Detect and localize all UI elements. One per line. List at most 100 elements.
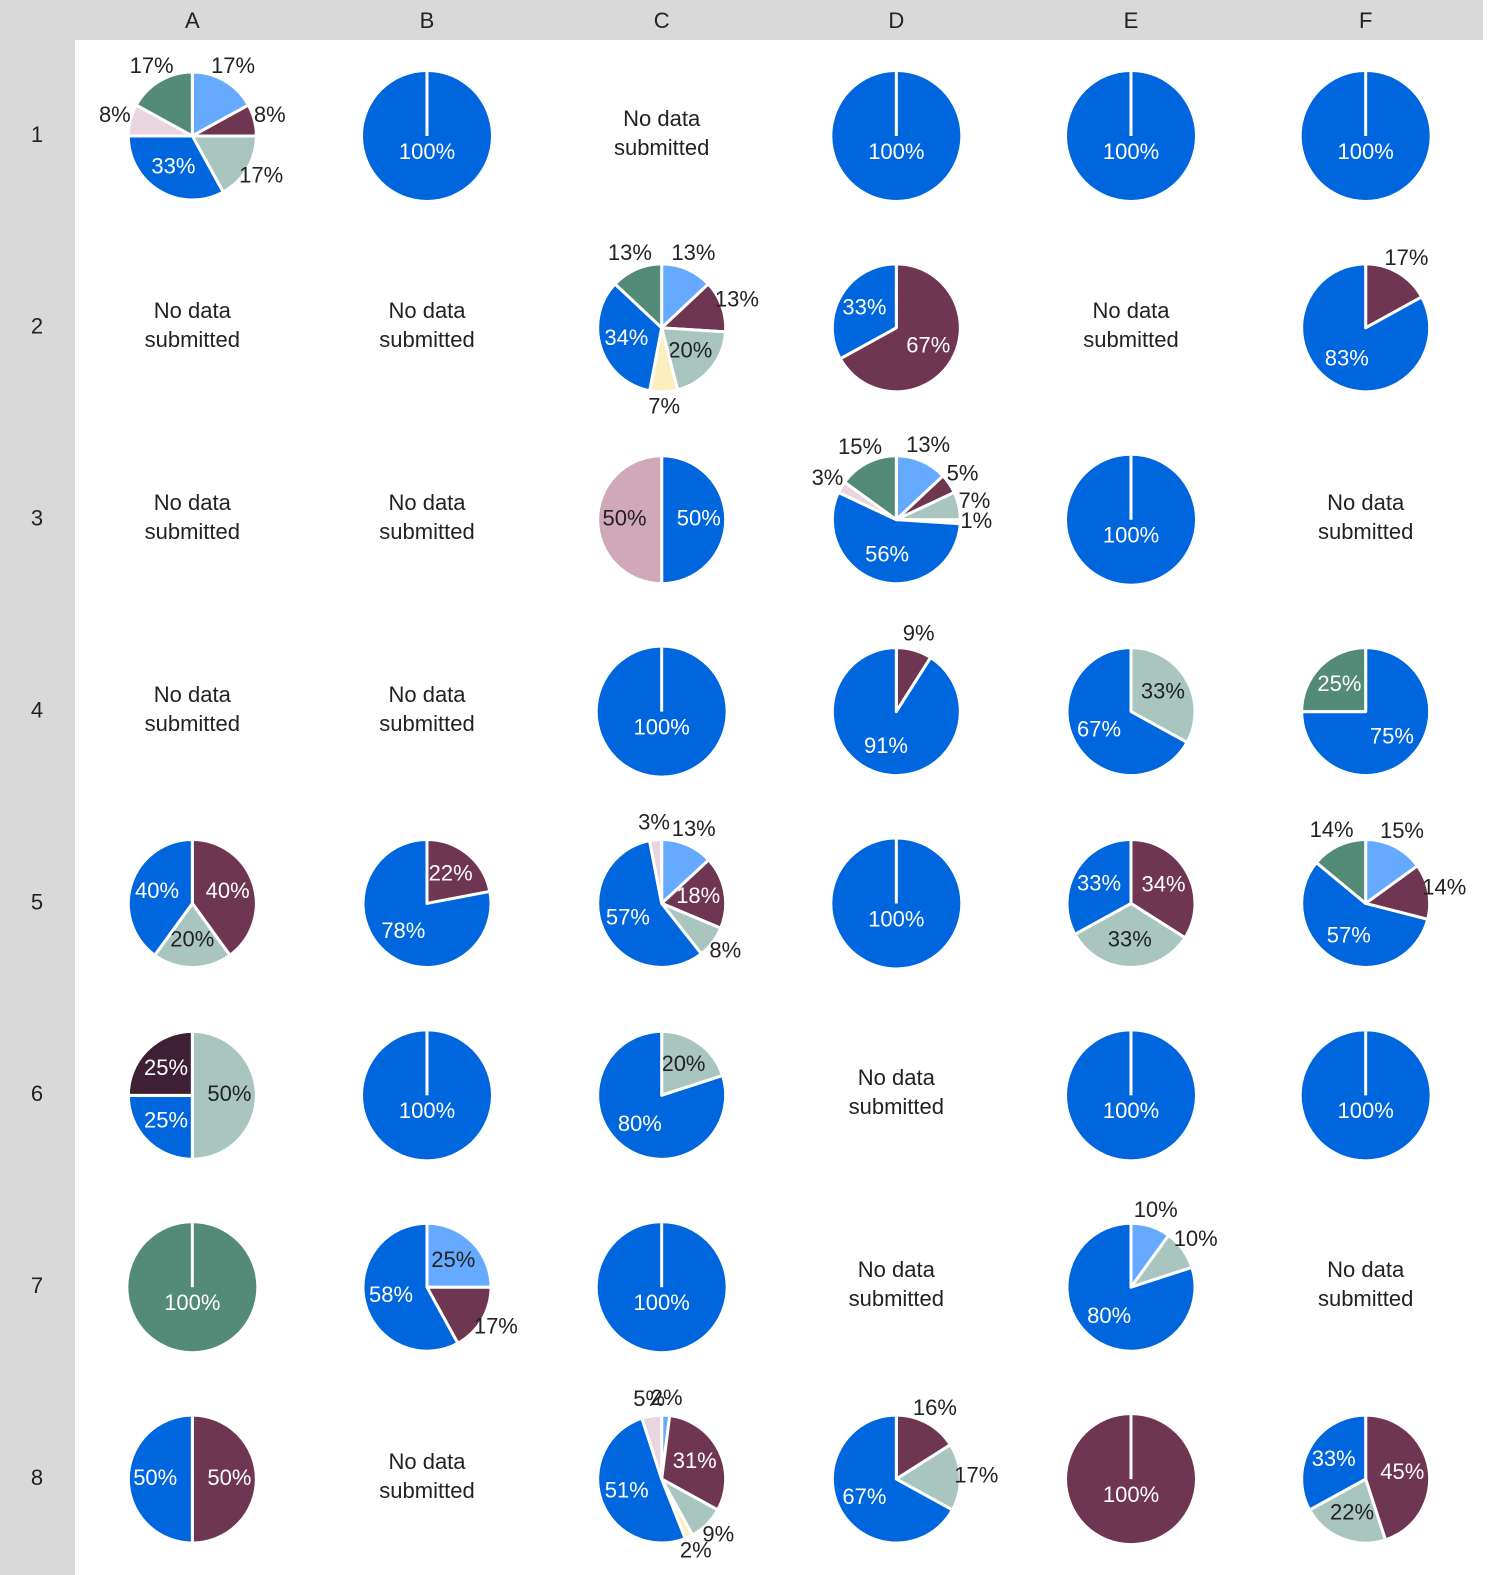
slice-label: 40% <box>206 878 250 903</box>
no-data-text: No data submitted <box>144 681 241 736</box>
pie-slice <box>660 454 728 586</box>
row-header: 7 <box>31 1273 43 1298</box>
slice-label: 33% <box>1141 678 1185 703</box>
column-header: E <box>1124 8 1139 33</box>
no-data-note: No data submitted <box>1318 1257 1413 1311</box>
no-data-note: No data submitted <box>144 297 241 352</box>
slice-label: 80% <box>618 1111 662 1136</box>
slice-label: 13% <box>672 816 716 841</box>
slice-label: 18% <box>676 883 720 908</box>
row-header: 6 <box>31 1081 43 1106</box>
no-data-text: No data submitted <box>379 297 475 352</box>
pie-slice <box>134 70 194 138</box>
slice-label: 17% <box>239 162 283 187</box>
slice-label: 33% <box>1077 870 1121 895</box>
slice-label: 3% <box>638 810 670 835</box>
column-header: A <box>185 8 200 33</box>
slice-label: 50% <box>207 1465 251 1490</box>
no-data-text: No data submitted <box>379 489 475 544</box>
slice-label: 17% <box>211 53 255 78</box>
pie-slice <box>425 837 492 905</box>
pie-slice <box>1300 1413 1368 1512</box>
slice-label: 9% <box>702 1521 734 1546</box>
no-data-note: No data submitted <box>379 297 475 352</box>
slice-label: 22% <box>1330 1499 1374 1524</box>
slice-label: 50% <box>207 1081 251 1106</box>
slice-label: 100% <box>1338 139 1394 164</box>
slice-label: 100% <box>164 1290 220 1315</box>
slice-label: 100% <box>1103 139 1159 164</box>
pie-slice <box>1065 1221 1197 1353</box>
no-data-note: No data submitted <box>379 489 475 544</box>
slice-label: 25% <box>144 1055 188 1080</box>
slice-label: 8% <box>254 102 286 127</box>
slice-label: 78% <box>381 918 425 943</box>
no-data-note: No data submitted <box>1318 490 1413 544</box>
slice-label: 67% <box>1077 716 1121 741</box>
no-data-note: No data submitted <box>379 1449 474 1503</box>
slice-label: 50% <box>603 506 647 531</box>
pie-slice <box>843 454 898 522</box>
no-data-note: No data submitted <box>379 681 475 736</box>
no-data-text: No data submitted <box>848 1065 945 1120</box>
pie-slice <box>126 1029 194 1097</box>
pie-slice <box>190 70 250 138</box>
pie-slice <box>190 1029 258 1161</box>
slice-label: 13% <box>608 240 652 265</box>
pie-slice <box>126 134 225 202</box>
no-data-note: No data submitted <box>144 489 241 544</box>
row-header: 8 <box>31 1465 43 1490</box>
pie-slice <box>838 262 962 394</box>
slice-label: 14% <box>1310 817 1354 842</box>
pie-slice <box>660 326 728 392</box>
pie-slice <box>640 1413 664 1481</box>
slice-label: 100% <box>399 139 455 164</box>
slice-label: 40% <box>135 878 179 903</box>
slice-label: 17% <box>474 1314 518 1339</box>
no-data-text: No data submitted <box>144 489 241 544</box>
slice-label: 17% <box>954 1462 998 1487</box>
no-data-text: No data submitted <box>144 297 241 352</box>
pie-slice <box>425 1285 493 1345</box>
column-header: B <box>420 8 435 33</box>
slice-label: 100% <box>1103 523 1159 548</box>
slice-label: 50% <box>133 1465 177 1490</box>
column-header: F <box>1359 8 1372 33</box>
slice-label: 3% <box>812 465 844 490</box>
slice-label: 83% <box>1325 346 1369 371</box>
slice-label: 9% <box>903 621 935 646</box>
slice-label: 56% <box>865 541 909 566</box>
pie-slice <box>830 1413 954 1545</box>
pie-slice <box>1300 861 1430 969</box>
column-header: D <box>888 8 904 33</box>
slice-label: 15% <box>1380 818 1424 843</box>
slice-label: 13% <box>906 432 950 457</box>
slice-label: 80% <box>1087 1303 1131 1328</box>
no-data-text: No data submitted <box>379 681 475 736</box>
pie-slice <box>1300 646 1432 778</box>
column-header-bar <box>0 0 1483 40</box>
slice-label: 100% <box>634 714 690 739</box>
slice-label: 7% <box>959 488 991 513</box>
pie-slice <box>1065 646 1189 778</box>
slice-label: 20% <box>661 1051 705 1076</box>
slice-label: 33% <box>151 154 195 179</box>
pie-slice <box>361 1221 460 1353</box>
pie-slice <box>596 1029 728 1161</box>
pie-slice <box>126 1413 194 1545</box>
slice-label: 25% <box>431 1247 475 1272</box>
slice-label: 15% <box>838 434 882 459</box>
pie-slice <box>1364 837 1419 905</box>
slice-label: 5% <box>947 461 979 486</box>
pie-slice <box>1300 646 1368 714</box>
slice-label: 7% <box>648 394 680 419</box>
row-header: 4 <box>31 697 43 722</box>
no-data-note: No data submitted <box>614 106 709 160</box>
pie-slice <box>190 134 258 194</box>
slice-label: 20% <box>668 337 712 362</box>
slice-label: 33% <box>1312 1446 1356 1471</box>
no-data-note: No data submitted <box>144 681 241 736</box>
slice-label: 8% <box>709 938 741 963</box>
no-data-note: No data submitted <box>1083 298 1178 352</box>
